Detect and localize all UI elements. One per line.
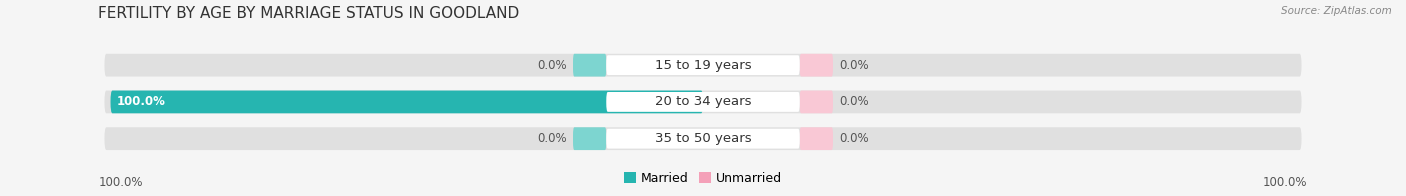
FancyBboxPatch shape <box>574 54 606 77</box>
FancyBboxPatch shape <box>800 127 832 150</box>
Text: 0.0%: 0.0% <box>839 59 869 72</box>
FancyBboxPatch shape <box>800 54 832 77</box>
Text: 100.0%: 100.0% <box>98 176 143 189</box>
Text: FERTILITY BY AGE BY MARRIAGE STATUS IN GOODLAND: FERTILITY BY AGE BY MARRIAGE STATUS IN G… <box>98 6 520 21</box>
FancyBboxPatch shape <box>574 127 606 150</box>
Text: 100.0%: 100.0% <box>1263 176 1308 189</box>
FancyBboxPatch shape <box>606 129 800 149</box>
Text: 15 to 19 years: 15 to 19 years <box>655 59 751 72</box>
Text: 35 to 50 years: 35 to 50 years <box>655 132 751 145</box>
FancyBboxPatch shape <box>104 91 1302 113</box>
Text: Source: ZipAtlas.com: Source: ZipAtlas.com <box>1281 6 1392 16</box>
Text: 100.0%: 100.0% <box>117 95 166 108</box>
FancyBboxPatch shape <box>104 54 1302 77</box>
Text: 0.0%: 0.0% <box>537 59 567 72</box>
Text: 0.0%: 0.0% <box>839 132 869 145</box>
Text: 20 to 34 years: 20 to 34 years <box>655 95 751 108</box>
Text: 0.0%: 0.0% <box>839 95 869 108</box>
FancyBboxPatch shape <box>606 92 800 112</box>
Text: 0.0%: 0.0% <box>537 132 567 145</box>
FancyBboxPatch shape <box>111 91 703 113</box>
FancyBboxPatch shape <box>606 55 800 75</box>
FancyBboxPatch shape <box>800 91 832 113</box>
Legend: Married, Unmarried: Married, Unmarried <box>619 167 787 190</box>
FancyBboxPatch shape <box>104 127 1302 150</box>
